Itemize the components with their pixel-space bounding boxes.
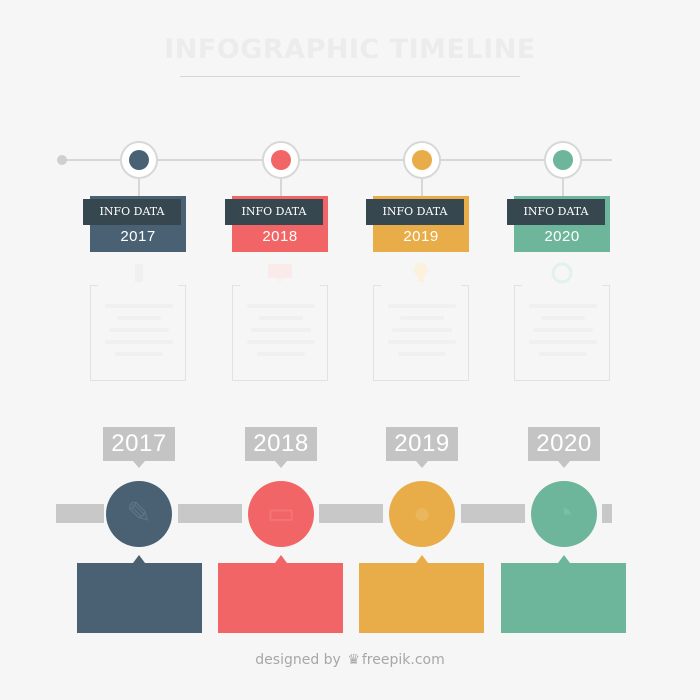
monitor-icon	[268, 264, 292, 282]
map-pin-icon	[414, 263, 428, 282]
credit-line: designed by ♛ freepik.com	[0, 652, 700, 668]
block-pointer	[558, 555, 570, 563]
info-text-box	[90, 285, 186, 381]
block-pointer	[133, 555, 145, 563]
node-dot	[553, 150, 573, 170]
info-card-year: 2017	[120, 228, 156, 245]
timeline-bar-segment	[461, 504, 525, 523]
timeline-node-2018[interactable]	[262, 141, 300, 179]
top-timeline-line	[62, 159, 612, 161]
node-dot	[129, 150, 149, 170]
year-label-pointer	[133, 461, 145, 468]
timeline-bar-segment	[602, 504, 612, 523]
milestone-block-2020[interactable]	[501, 563, 626, 633]
title-underline	[180, 76, 520, 77]
block-pointer	[275, 555, 287, 563]
milestone-circle-2019[interactable]: ●	[389, 481, 455, 547]
node-stem	[280, 179, 282, 197]
credit-designed-by: designed by	[255, 652, 341, 668]
info-text-box	[232, 285, 328, 381]
timeline-node-2020[interactable]	[544, 141, 582, 179]
milestone-circle-2017[interactable]: ✎	[106, 481, 172, 547]
timeline-bar-segment	[178, 504, 242, 523]
node-dot	[412, 150, 432, 170]
milestone-block-2017[interactable]	[77, 563, 202, 633]
timeline-node-2017[interactable]	[120, 141, 158, 179]
info-tag-label: INFO DATA	[366, 199, 464, 225]
milestone-circle-2018[interactable]: ▭	[248, 481, 314, 547]
info-card-year: 2020	[544, 228, 580, 245]
year-label-2019: 2019	[386, 427, 458, 461]
map-pin-icon: ●	[412, 497, 432, 530]
year-label-pointer	[275, 461, 287, 468]
node-stem	[138, 179, 140, 197]
info-tag-label: INFO DATA	[507, 199, 605, 225]
page-title: INFOGRAPHIC TIMELINE	[164, 34, 536, 65]
node-stem	[562, 179, 564, 197]
top-timeline-start-dot	[57, 155, 67, 165]
pencil-icon	[135, 264, 143, 282]
milestone-block-2018[interactable]	[218, 563, 343, 633]
info-card-year: 2019	[403, 228, 439, 245]
milestone-block-2019[interactable]	[359, 563, 484, 633]
milestone-circle-2020[interactable]: ◔	[531, 481, 597, 547]
info-tag-label: INFO DATA	[83, 199, 181, 225]
timeline-node-2019[interactable]	[403, 141, 441, 179]
info-text-box	[373, 285, 469, 381]
node-dot	[271, 150, 291, 170]
block-pointer	[416, 555, 428, 563]
info-text-box	[514, 285, 610, 381]
year-label-2020: 2020	[528, 427, 600, 461]
year-label-pointer	[416, 461, 428, 468]
year-label-pointer	[558, 461, 570, 468]
year-label-2018: 2018	[245, 427, 317, 461]
node-stem	[421, 179, 423, 197]
info-card-year: 2018	[262, 228, 298, 245]
timeline-bar-segment	[56, 504, 104, 523]
monitor-icon: ▭	[266, 497, 296, 530]
freepik-logo-icon: ♛	[347, 652, 360, 668]
info-tag-label: INFO DATA	[225, 199, 323, 225]
pie-chart-icon	[551, 262, 573, 284]
pie-chart-icon: ◔	[554, 497, 574, 530]
credit-brand-link[interactable]: freepik.com	[361, 652, 445, 668]
timeline-bar-segment	[319, 504, 383, 523]
year-label-2017: 2017	[103, 427, 175, 461]
pencil-icon: ✎	[126, 497, 152, 530]
